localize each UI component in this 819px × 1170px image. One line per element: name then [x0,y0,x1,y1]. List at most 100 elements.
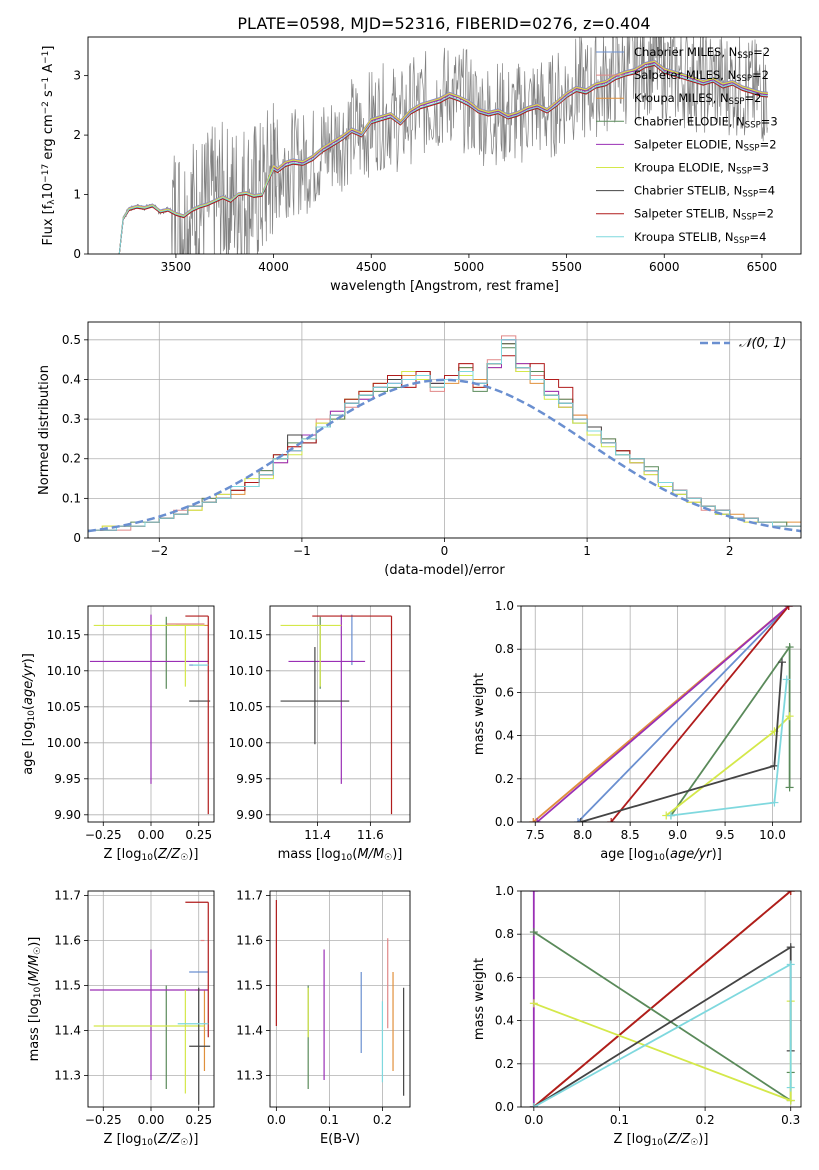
axes-frame [520,605,802,823]
x-tick-label: 0.1 [610,1113,629,1127]
errorbar-point-4 [89,614,209,784]
label-part: 10 [33,986,43,998]
x-tick-label: −0.25 [85,828,122,842]
label-part: ( [153,1132,158,1147]
y-tick-label: 0.8 [495,642,514,656]
panel-weight-vs-age: 7.5 8.0 8.5 9.0 9.5 10.0 0.0 0.2 0.4 0.6 0.8 1.0 age… [472,599,802,863]
y-tick-label: 0.2 [62,452,81,466]
y-axis-label: mass weight [472,958,487,1040]
label-part: Z/Z [157,847,181,862]
plot-area-age-vs-mass [270,606,410,822]
y-tick-label: 0 [73,247,81,261]
model-spectrum-line-0 [118,59,768,254]
y-tick-label: 0.1 [62,491,81,505]
weight-series-8 [529,960,795,1107]
label-part: λ [47,199,57,205]
y-tick-label: 10.15 [229,628,263,642]
legend-entry-7: Salpeter STELIB, NSSP=2 [634,207,774,223]
label-part: mass weight [472,958,487,1040]
y-tick-label: 0.4 [62,372,81,386]
y-axis-label: Flux [fλ10−17 erg cm−2 s−1 A−1] [41,46,57,246]
legend-subscript: SSP [744,144,760,154]
label-part: −1 [41,51,51,64]
y-tick-label: 9.95 [236,772,263,786]
legend-text-rest: =4 [749,230,766,244]
plot-area-spectrum [118,37,768,254]
x-axis-label: Z [log10(Z/Z☉)] [104,847,199,863]
legend-text: Kroupa STELIB, N [634,230,734,244]
y-tick-label: 0.3 [62,412,81,426]
legend-entry-0: Chabrier MILES, NSSP=2 [634,45,770,61]
model-spectrum-line-5 [118,60,768,254]
y-tick-label: 10.00 [47,736,81,750]
x-tick-label: 0.25 [185,1113,212,1127]
x-axis-label: Z [log10(Z/Z☉)] [104,1132,199,1148]
panel-residuals: −2 −1 0 1 2 0 0.1 0.2 0.3 0.4 0.5 𝒩(0, 1) (data-mode… [37,321,802,578]
x-tick-label: 11.4 [304,828,331,842]
x-tick-label: 8.5 [621,828,640,842]
label-part: 10 [653,853,665,863]
panel-age-vs-Z: −0.25 0.00 0.25 9.90 9.95 10.00 10.05 10.10 10.1… [21,605,215,863]
plot-area-mass-vs-ebv [270,891,410,1107]
label-part: Normed distribution [37,365,52,495]
label-part: ☉ [690,1138,698,1148]
y-axis-label: mass weight [472,673,487,755]
legend-entry-2: Kroupa MILES, NSSP=2 [634,91,761,107]
y-tick-label: 0.4 [495,729,514,743]
y-tick-label: 0.0 [495,815,514,829]
weight-series-8 [666,675,791,820]
legend-subscript: SSP [734,236,750,246]
x-tick-label: 7.5 [526,828,545,842]
y-tick-label: 10.05 [47,700,81,714]
x-tick-label: 4500 [356,260,387,274]
x-tick-label: −0.25 [85,1113,122,1127]
x-tick-label: 4000 [258,260,289,274]
legend-subscript: SSP [742,190,758,200]
label-part: Z [log [104,847,142,862]
y-tick-label: 11.4 [54,1024,81,1038]
label-part: wavelength [Angstrom, rest frame] [330,279,559,294]
axes-frame [87,890,215,1108]
label-part: )] [698,1132,708,1147]
x-tick-label: 9.0 [668,828,687,842]
plot-area-age-vs-Z [88,606,214,822]
y-tick-label: 11.5 [54,979,81,993]
x-axis-label: mass [log10(M/M☉)] [278,847,403,863]
label-part: erg cm [41,114,56,163]
plot-area-weight-vs-age [521,606,801,822]
weight-line [577,606,790,822]
errorbar-point-5 [93,990,205,1094]
plot-area-weight-vs-Z [521,891,801,1107]
legend-text: Kroupa MILES, N [634,91,729,105]
label-part: mass weight [472,673,487,755]
label-part: ☉ [384,853,392,863]
x-tick-label: 6000 [649,260,680,274]
y-axis-label: age [log10(age/yr)] [21,653,37,775]
x-axis-label: E(B-V) [320,1132,360,1147]
x-tick-label: 2 [726,544,734,558]
legend-text: Chabrier STELIB, N [634,184,742,198]
legend-subscript: SSP [737,51,753,61]
axes-frame [269,890,411,1108]
y-tick-label: 0.4 [495,1014,514,1028]
gaussian-curve [88,378,801,533]
label-part: Z [log [614,1132,652,1147]
legend-text: Salpeter MILES, N [634,68,736,82]
x-tick-label: −2 [150,544,168,558]
y-tick-label: 11.7 [54,889,81,903]
y-axis-label: Normed distribution [37,365,52,495]
x-tick-label: 1 [583,544,591,558]
errorbar-point-5 [280,624,342,687]
label-part: A [41,64,56,77]
y-tick-label: 3 [73,69,81,83]
axes-frame [87,321,802,539]
y-tick-label: 2 [73,128,81,142]
legend-text: Salpeter ELODIE, N [634,137,744,151]
label-part: M/M [27,955,42,982]
y-tick-label: 0.2 [495,1057,514,1071]
weight-series-7 [529,943,795,1107]
y-tick-label: 0.6 [495,685,514,699]
weight-series-0 [529,891,538,1107]
label-part: age/yr [670,847,713,862]
